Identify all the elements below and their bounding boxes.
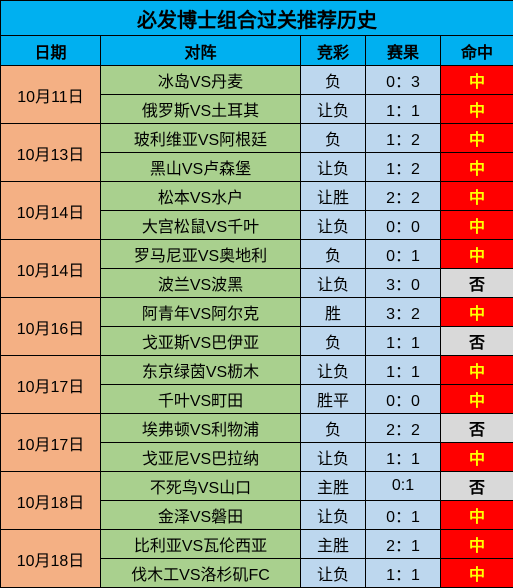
hit-cell: 中 <box>441 443 513 472</box>
bet-cell: 让负 <box>301 356 366 385</box>
date-cell: 10月18日 <box>1 530 101 588</box>
score-cell: 2：2 <box>366 414 441 443</box>
match-cell: 俄罗斯VS土耳其 <box>101 95 301 124</box>
table-row: 10月17日埃弗顿VS利物浦负2：2否 <box>1 414 513 443</box>
hit-cell: 否 <box>441 472 513 501</box>
bet-cell: 主胜 <box>301 472 366 501</box>
score-cell: 1：2 <box>366 153 441 182</box>
score-cell: 1：1 <box>366 327 441 356</box>
bet-cell: 负 <box>301 124 366 153</box>
table-title: 必发博士组合过关推荐历史 <box>1 1 513 36</box>
bet-cell: 负 <box>301 240 366 269</box>
date-cell: 10月13日 <box>1 124 101 182</box>
date-cell: 10月17日 <box>1 414 101 472</box>
bet-cell: 让负 <box>301 211 366 240</box>
score-cell: 3：0 <box>366 269 441 298</box>
hit-cell: 中 <box>441 124 513 153</box>
bet-cell: 胜 <box>301 298 366 327</box>
score-cell: 1：1 <box>366 95 441 124</box>
bet-cell: 让负 <box>301 443 366 472</box>
col-hit: 命中 <box>441 36 513 66</box>
match-cell: 戈亚尼VS巴拉纳 <box>101 443 301 472</box>
date-cell: 10月14日 <box>1 240 101 298</box>
date-cell: 10月14日 <box>1 182 101 240</box>
match-cell: 不死鸟VS山口 <box>101 472 301 501</box>
bet-cell: 主胜 <box>301 530 366 559</box>
date-cell: 10月16日 <box>1 298 101 356</box>
table-row: 10月13日玻利维亚VS阿根廷负1：2中 <box>1 124 513 153</box>
score-cell: 0：1 <box>366 240 441 269</box>
table-row: 10月14日松本VS水户让胜2：2中 <box>1 182 513 211</box>
bet-cell: 让负 <box>301 153 366 182</box>
score-cell: 1：2 <box>366 124 441 153</box>
hit-cell: 中 <box>441 356 513 385</box>
match-cell: 冰岛VS丹麦 <box>101 66 301 95</box>
match-cell: 黑山VS卢森堡 <box>101 153 301 182</box>
score-cell: 0：3 <box>366 66 441 95</box>
hit-cell: 中 <box>441 240 513 269</box>
hit-cell: 中 <box>441 95 513 124</box>
hit-cell: 否 <box>441 269 513 298</box>
hit-cell: 中 <box>441 559 513 588</box>
hit-cell: 中 <box>441 385 513 414</box>
match-cell: 比利亚VS瓦伦西亚 <box>101 530 301 559</box>
table-row: 10月18日比利亚VS瓦伦西亚主胜2：1中 <box>1 530 513 559</box>
bet-cell: 让负 <box>301 559 366 588</box>
score-cell: 0：1 <box>366 501 441 530</box>
hit-cell: 中 <box>441 66 513 95</box>
col-date: 日期 <box>1 36 101 66</box>
match-cell: 伐木工VS洛杉矶FC <box>101 559 301 588</box>
bet-cell: 负 <box>301 414 366 443</box>
date-cell: 10月11日 <box>1 66 101 124</box>
score-cell: 1：1 <box>366 443 441 472</box>
match-cell: 玻利维亚VS阿根廷 <box>101 124 301 153</box>
match-cell: 罗马尼亚VS奥地利 <box>101 240 301 269</box>
match-cell: 金泽VS磐田 <box>101 501 301 530</box>
table-row: 10月16日阿青年VS阿尔克胜3：2中 <box>1 298 513 327</box>
date-cell: 10月18日 <box>1 472 101 530</box>
bet-cell: 让胜 <box>301 182 366 211</box>
score-cell: 0:1 <box>366 472 441 501</box>
date-cell: 10月17日 <box>1 356 101 414</box>
hit-cell: 中 <box>441 298 513 327</box>
bet-cell: 让负 <box>301 95 366 124</box>
match-cell: 阿青年VS阿尔克 <box>101 298 301 327</box>
match-cell: 波兰VS波黑 <box>101 269 301 298</box>
score-cell: 0：0 <box>366 211 441 240</box>
table-row: 10月17日东京绿茵VS枥木让负1：1中 <box>1 356 513 385</box>
match-cell: 东京绿茵VS枥木 <box>101 356 301 385</box>
col-match: 对阵 <box>101 36 301 66</box>
match-cell: 松本VS水户 <box>101 182 301 211</box>
hit-cell: 否 <box>441 327 513 356</box>
history-table: 必发博士组合过关推荐历史 日期 对阵 竞彩 赛果 命中 10月11日冰岛VS丹麦… <box>0 0 513 588</box>
match-cell: 戈亚斯VS巴伊亚 <box>101 327 301 356</box>
hit-cell: 中 <box>441 530 513 559</box>
header-row: 日期 对阵 竞彩 赛果 命中 <box>1 36 513 66</box>
match-cell: 千叶VS町田 <box>101 385 301 414</box>
hit-cell: 中 <box>441 211 513 240</box>
score-cell: 0：0 <box>366 385 441 414</box>
bet-cell: 让负 <box>301 501 366 530</box>
bet-cell: 负 <box>301 327 366 356</box>
bet-cell: 负 <box>301 66 366 95</box>
match-cell: 大宫松鼠VS千叶 <box>101 211 301 240</box>
score-cell: 1：1 <box>366 559 441 588</box>
bet-cell: 胜平 <box>301 385 366 414</box>
hit-cell: 中 <box>441 501 513 530</box>
match-cell: 埃弗顿VS利物浦 <box>101 414 301 443</box>
hit-cell: 中 <box>441 182 513 211</box>
score-cell: 2：2 <box>366 182 441 211</box>
score-cell: 1：1 <box>366 356 441 385</box>
score-cell: 2：1 <box>366 530 441 559</box>
score-cell: 3：2 <box>366 298 441 327</box>
bet-cell: 让负 <box>301 269 366 298</box>
table-row: 10月11日冰岛VS丹麦负0：3中 <box>1 66 513 95</box>
hit-cell: 中 <box>441 153 513 182</box>
col-score: 赛果 <box>366 36 441 66</box>
col-bet: 竞彩 <box>301 36 366 66</box>
hit-cell: 否 <box>441 414 513 443</box>
table-row: 10月18日不死鸟VS山口主胜0:1否 <box>1 472 513 501</box>
table-row: 10月14日罗马尼亚VS奥地利负0：1中 <box>1 240 513 269</box>
